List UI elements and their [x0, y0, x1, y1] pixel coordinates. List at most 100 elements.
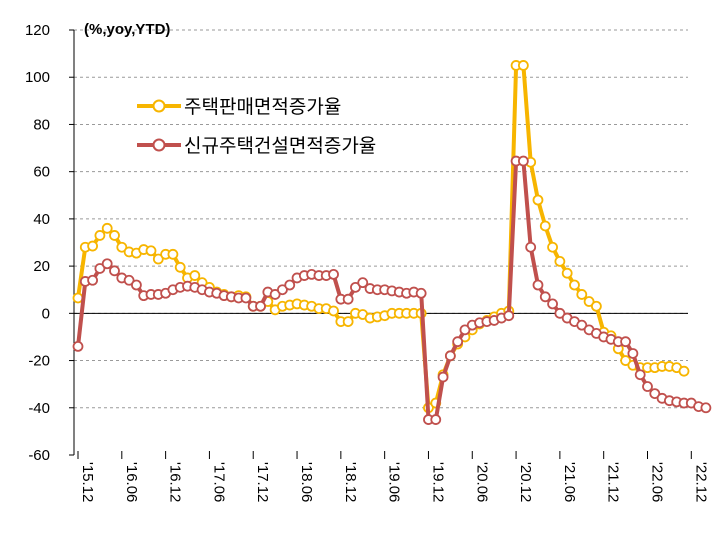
y-tick-label: 40	[33, 211, 50, 228]
data-point	[342, 316, 354, 327]
data-point	[620, 355, 631, 366]
data-point	[87, 240, 99, 252]
y-tick-label: 80	[33, 116, 50, 133]
data-point	[167, 248, 179, 260]
series-line	[76, 63, 685, 410]
y-tick-label: 60	[33, 164, 50, 181]
data-point	[437, 371, 449, 383]
data-point	[109, 265, 120, 277]
data-point	[430, 414, 442, 425]
y-tick-label: 120	[25, 22, 50, 39]
data-point	[444, 350, 456, 362]
data-point	[328, 305, 339, 317]
data-point	[459, 324, 471, 336]
data-point	[634, 369, 646, 381]
gridlines	[74, 29, 688, 409]
data-point	[94, 263, 106, 274]
data-point	[547, 298, 558, 310]
data-point	[342, 293, 354, 305]
data-point	[525, 241, 537, 253]
x-tick-label: '16.12	[167, 462, 184, 502]
legend-swatch-marker-sales	[152, 99, 166, 113]
series-1	[72, 155, 712, 425]
data-point	[255, 300, 266, 312]
data-point	[569, 279, 580, 291]
data-point	[517, 155, 529, 167]
x-tick-label: '17.12	[254, 462, 271, 502]
x-tick-label: '22.12	[692, 462, 709, 502]
x-tick-label: '20.06	[473, 462, 490, 502]
legend-label-new-construction: 신규주택건설면적증가율	[184, 135, 376, 157]
y-tick-label: -60	[28, 447, 50, 464]
x-tick-label: '20.12	[517, 462, 534, 502]
data-point	[328, 268, 339, 280]
data-point	[101, 222, 113, 234]
legend-entry-sales: 주택판매면적증가율	[137, 96, 341, 118]
data-point	[277, 284, 288, 296]
data-point	[649, 388, 661, 400]
legend-label-sales: 주택판매면적증가율	[184, 96, 341, 118]
data-point	[174, 261, 186, 273]
data-point	[700, 402, 712, 414]
data-point	[452, 336, 464, 348]
data-point	[284, 279, 296, 291]
x-tick-label: '18.06	[298, 462, 315, 502]
x-tick-label: '16.06	[123, 462, 140, 502]
data-point	[87, 274, 99, 286]
x-tick-label: '19.06	[386, 462, 403, 502]
data-point	[350, 281, 361, 293]
data-point	[240, 292, 252, 304]
y-tick-label: -40	[28, 400, 50, 417]
data-point	[269, 289, 281, 300]
data-point	[547, 241, 558, 253]
y-tick-label: -20	[28, 353, 50, 370]
data-point	[627, 348, 639, 359]
series-lines	[72, 60, 712, 425]
legend: 주택판매면적증가율 신규주택건설면적증가율	[137, 96, 376, 157]
x-tick-label: '22.06	[648, 462, 665, 502]
x-tick-label: '21.12	[605, 462, 622, 502]
data-point	[72, 340, 84, 352]
legend-swatch-marker-new-construction	[152, 138, 166, 152]
data-point	[109, 230, 120, 241]
data-point	[189, 270, 201, 281]
data-point	[576, 319, 588, 331]
data-point	[517, 60, 529, 71]
data-point	[678, 365, 690, 377]
legend-entry-new-construction: 신규주택건설면적증가율	[137, 135, 376, 157]
data-point	[642, 381, 653, 392]
unit-label: (%,yoy,YTD)	[84, 21, 170, 38]
data-point	[590, 300, 602, 312]
x-tick-label: '15.12	[79, 462, 96, 502]
data-point	[131, 279, 142, 291]
data-point	[561, 267, 573, 279]
data-point	[620, 336, 631, 348]
axes	[69, 29, 692, 459]
x-axis-tick-labels: '15.12 '16.06 '16.12 '17.06 '17.12 '18.06 '18.…	[79, 462, 709, 502]
y-tick-label: 100	[25, 69, 50, 86]
data-point	[152, 253, 164, 265]
data-point	[145, 245, 157, 257]
y-tick-label: 0	[42, 305, 50, 322]
data-point	[554, 307, 566, 319]
data-point	[101, 258, 113, 270]
y-axis-tick-labels: 120 100 80 60 40 20 0 -20 -40 -60	[25, 22, 50, 464]
data-point	[357, 277, 369, 289]
data-point	[503, 310, 515, 322]
data-point	[576, 289, 588, 300]
x-tick-label: '17.06	[210, 462, 227, 502]
data-point	[532, 194, 544, 206]
y-tick-label: 20	[33, 258, 50, 275]
x-tick-label: '19.12	[429, 462, 446, 502]
data-point	[539, 291, 551, 303]
data-point	[415, 287, 427, 299]
data-point	[94, 230, 106, 241]
data-point	[583, 296, 595, 307]
x-tick-label: '18.12	[342, 462, 359, 502]
x-tick-label: '21.06	[561, 462, 578, 502]
data-point	[554, 255, 566, 267]
data-point	[123, 274, 135, 286]
data-point	[532, 279, 544, 291]
data-point	[116, 241, 128, 253]
